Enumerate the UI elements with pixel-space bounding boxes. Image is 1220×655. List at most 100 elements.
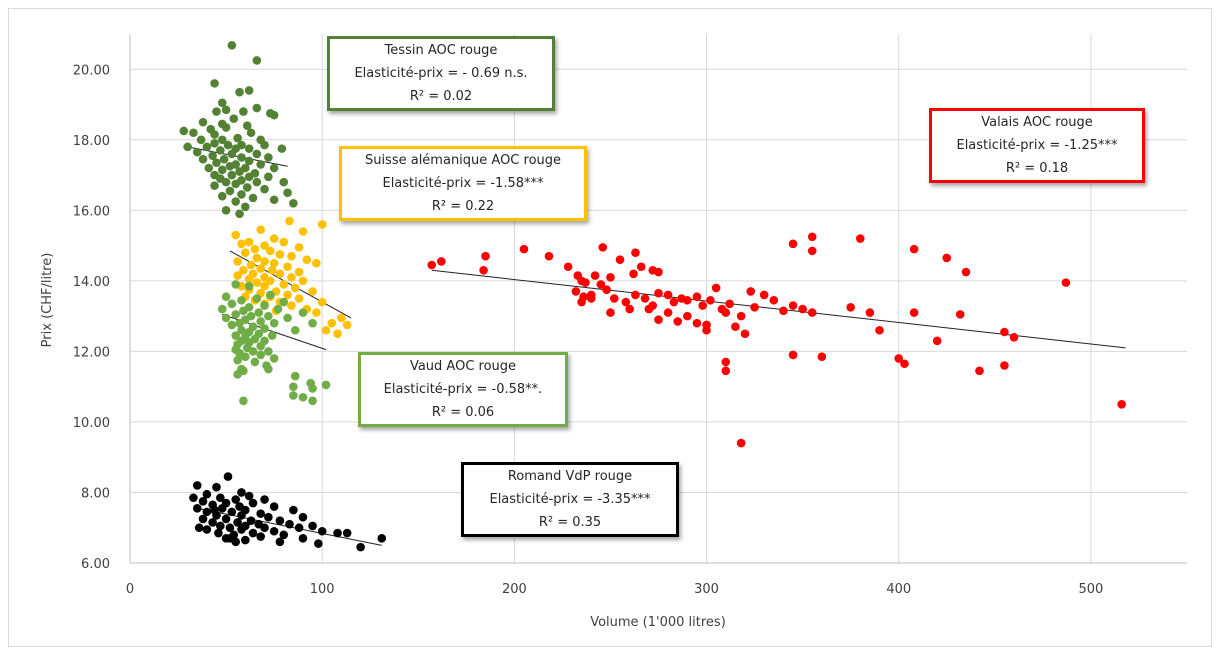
point-vaud (237, 325, 246, 335)
point-tessin (246, 128, 256, 138)
annotation-valais-title: Valais AOC rouge (981, 115, 1093, 130)
point-valais (769, 295, 779, 305)
point-valais (750, 303, 759, 312)
point-vaud (244, 281, 254, 291)
point-valais (663, 308, 673, 317)
point-suisse-alemanique (269, 234, 279, 243)
annotation-romand-r2: R² = 0.35 (538, 515, 602, 530)
point-vaud (250, 357, 260, 367)
point-romand (192, 481, 202, 490)
point-vaud (308, 384, 317, 393)
point-suisse-alemanique (231, 230, 240, 240)
point-romand (202, 507, 212, 517)
point-valais (437, 257, 446, 266)
point-suisse-alemanique (298, 227, 308, 236)
point-romand (212, 482, 221, 492)
x-tick-label: 0 (126, 582, 134, 597)
x-tick-label: 400 (886, 582, 911, 597)
point-valais (788, 239, 798, 249)
annotation-valais-r2: R² = 0.18 (1005, 161, 1069, 176)
point-tessin (221, 123, 231, 132)
point-valais (692, 292, 702, 302)
point-valais (629, 269, 638, 279)
point-romand (217, 504, 227, 513)
point-suisse-alemanique (252, 253, 262, 263)
point-suisse-alemanique (290, 283, 300, 293)
point-valais (702, 325, 711, 335)
point-suisse-alemanique (265, 276, 275, 286)
point-tessin (210, 79, 219, 88)
data-points (179, 40, 1126, 552)
point-suisse-alemanique (256, 225, 265, 235)
x-tick-label: 100 (310, 582, 335, 597)
point-tessin (229, 114, 239, 123)
point-valais (598, 243, 608, 252)
point-valais (736, 438, 746, 448)
point-valais (654, 288, 663, 298)
point-romand (208, 518, 217, 527)
annotation-valais-elasticity: Elasticité-prix = -1.25*** (956, 138, 1118, 153)
point-vaud (283, 313, 292, 323)
point-romand (202, 489, 212, 499)
point-romand (289, 505, 298, 515)
point-vaud (231, 310, 240, 319)
point-valais (855, 234, 865, 243)
point-vaud (308, 396, 317, 406)
x-tick-label: 300 (694, 582, 719, 597)
point-valais (894, 354, 904, 363)
point-tessin (260, 140, 269, 150)
point-vaud (279, 297, 289, 307)
point-vaud (298, 392, 308, 402)
point-romand (223, 472, 233, 481)
point-vaud (260, 301, 269, 310)
point-tessin (252, 177, 262, 187)
annotation-vaud: Vaud AOC rouge Elasticité-prix = -0.58**… (358, 352, 568, 427)
annotation-vaud-elasticity: Elasticité-prix = -0.58**. (383, 382, 543, 397)
point-tessin (233, 133, 242, 143)
point-vaud (256, 317, 265, 326)
point-tessin (269, 110, 279, 120)
point-tessin (225, 161, 235, 171)
point-romand (356, 542, 365, 552)
point-vaud (264, 347, 273, 356)
point-tessin (210, 139, 219, 148)
point-suisse-alemanique (312, 308, 321, 317)
point-romand (194, 523, 204, 533)
point-romand (256, 532, 265, 541)
point-valais (479, 265, 488, 275)
y-tick-label: 6.00 (81, 557, 110, 572)
point-vaud (254, 308, 264, 317)
point-tessin (237, 190, 246, 199)
point-vaud (227, 320, 237, 330)
point-suisse-alemanique (283, 262, 292, 272)
point-romand (246, 516, 256, 525)
point-suisse-alemanique (260, 241, 269, 250)
point-romand (189, 493, 198, 503)
point-romand (244, 491, 254, 501)
point-romand (275, 516, 285, 525)
point-suisse-alemanique (321, 325, 331, 335)
point-valais (1117, 400, 1126, 409)
point-tessin (244, 172, 254, 182)
point-romand (298, 512, 308, 522)
point-vaud (256, 341, 265, 351)
point-valais (609, 294, 619, 303)
point-valais (961, 267, 971, 277)
point-tessin (244, 156, 254, 166)
point-valais (875, 325, 884, 335)
point-vaud (233, 355, 242, 365)
y-tick-label: 18.00 (73, 134, 110, 149)
point-tessin (241, 202, 250, 212)
point-tessin (269, 163, 279, 173)
point-suisse-alemanique (308, 287, 317, 296)
point-tessin (283, 188, 292, 197)
point-romand (237, 525, 246, 534)
point-tessin (264, 172, 273, 182)
annotation-romand-title: Romand VdP rouge (507, 469, 633, 484)
point-vaud (233, 370, 242, 379)
point-valais (736, 311, 746, 321)
annotation-romand-elasticity: Elasticité-prix = -3.35*** (489, 492, 651, 507)
point-valais (1000, 327, 1009, 337)
point-romand (233, 518, 242, 527)
point-valais (932, 336, 942, 346)
